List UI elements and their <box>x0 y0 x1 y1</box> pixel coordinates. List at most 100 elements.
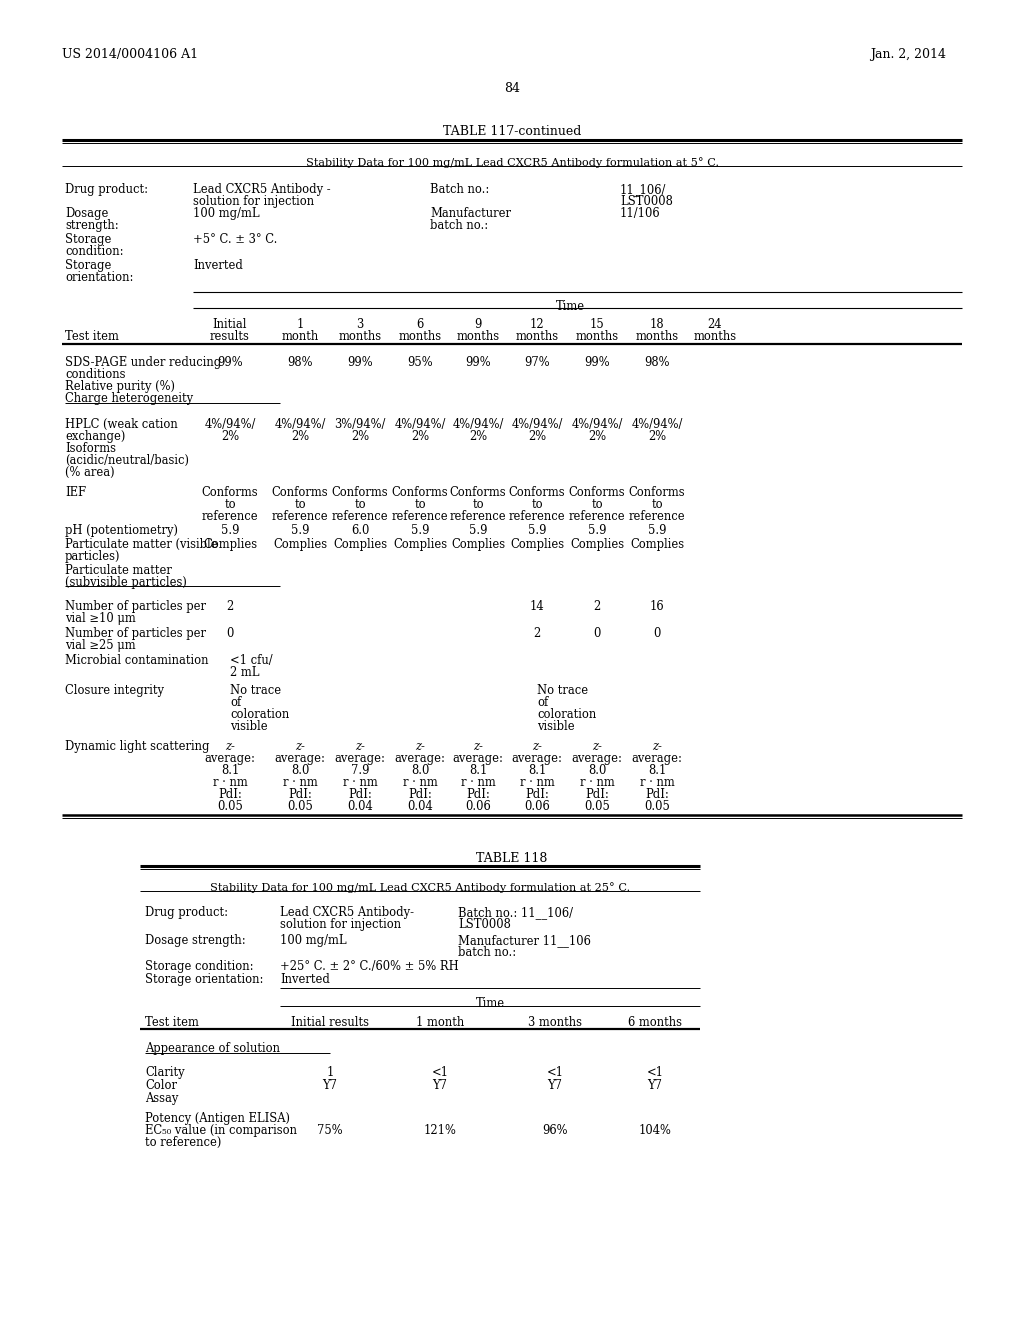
Text: average:: average: <box>632 752 682 766</box>
Text: Dosage strength:: Dosage strength: <box>145 935 246 946</box>
Text: Complies: Complies <box>393 539 447 550</box>
Text: 5.9: 5.9 <box>291 524 309 537</box>
Text: 0.05: 0.05 <box>217 800 243 813</box>
Text: strength:: strength: <box>65 219 119 232</box>
Text: r · nm: r · nm <box>283 776 317 789</box>
Text: 1 month: 1 month <box>416 1016 464 1030</box>
Text: Batch no.:: Batch no.: <box>430 183 489 195</box>
Text: to: to <box>354 498 366 511</box>
Text: Y7: Y7 <box>548 1078 562 1092</box>
Text: 9: 9 <box>474 318 481 331</box>
Text: reference: reference <box>509 510 565 523</box>
Text: r · nm: r · nm <box>213 776 248 789</box>
Text: 3%/94%/: 3%/94%/ <box>334 418 386 432</box>
Text: 18: 18 <box>649 318 665 331</box>
Text: 2: 2 <box>226 601 233 612</box>
Text: Complies: Complies <box>203 539 257 550</box>
Text: LST0008: LST0008 <box>458 917 511 931</box>
Text: 5.9: 5.9 <box>527 524 546 537</box>
Text: 2%: 2% <box>291 430 309 444</box>
Text: particles): particles) <box>65 550 121 564</box>
Text: Conforms: Conforms <box>629 486 685 499</box>
Text: coloration: coloration <box>230 708 289 721</box>
Text: PdI:: PdI: <box>409 788 432 801</box>
Text: Time: Time <box>475 997 505 1010</box>
Text: 0: 0 <box>593 627 601 640</box>
Text: 8.1: 8.1 <box>221 764 240 777</box>
Text: 8.0: 8.0 <box>291 764 309 777</box>
Text: 2%: 2% <box>588 430 606 444</box>
Text: reference: reference <box>271 510 329 523</box>
Text: Drug product:: Drug product: <box>145 906 228 919</box>
Text: (% area): (% area) <box>65 466 115 479</box>
Text: 75%: 75% <box>317 1125 343 1137</box>
Text: 2%: 2% <box>469 430 487 444</box>
Text: reference: reference <box>629 510 685 523</box>
Text: 8.0: 8.0 <box>588 764 606 777</box>
Text: 6.0: 6.0 <box>351 524 370 537</box>
Text: 5.9: 5.9 <box>411 524 429 537</box>
Text: average:: average: <box>274 752 326 766</box>
Text: Manufacturer: Manufacturer <box>430 207 511 220</box>
Text: Complies: Complies <box>510 539 564 550</box>
Text: average:: average: <box>335 752 385 766</box>
Text: 0.06: 0.06 <box>465 800 490 813</box>
Text: Y7: Y7 <box>432 1078 447 1092</box>
Text: 4%/94%/: 4%/94%/ <box>571 418 623 432</box>
Text: Complies: Complies <box>630 539 684 550</box>
Text: results: results <box>210 330 250 343</box>
Text: z-: z- <box>652 741 662 752</box>
Text: Complies: Complies <box>451 539 505 550</box>
Text: SDS-PAGE under reducing: SDS-PAGE under reducing <box>65 356 221 370</box>
Text: reference: reference <box>568 510 626 523</box>
Text: 2%: 2% <box>221 430 239 444</box>
Text: 11/106: 11/106 <box>620 207 660 220</box>
Text: Complies: Complies <box>570 539 624 550</box>
Text: 0.05: 0.05 <box>287 800 313 813</box>
Text: 24: 24 <box>708 318 722 331</box>
Text: Appearance of solution: Appearance of solution <box>145 1041 280 1055</box>
Text: Conforms: Conforms <box>392 486 449 499</box>
Text: 8.0: 8.0 <box>411 764 429 777</box>
Text: 99%: 99% <box>347 356 373 370</box>
Text: r · nm: r · nm <box>640 776 675 789</box>
Text: 5.9: 5.9 <box>221 524 240 537</box>
Text: 104%: 104% <box>639 1125 672 1137</box>
Text: (acidic/neutral/basic): (acidic/neutral/basic) <box>65 454 189 467</box>
Text: visible: visible <box>537 719 574 733</box>
Text: TABLE 117-continued: TABLE 117-continued <box>442 125 582 139</box>
Text: months: months <box>457 330 500 343</box>
Text: Dosage: Dosage <box>65 207 109 220</box>
Text: 16: 16 <box>649 601 665 612</box>
Text: Drug product:: Drug product: <box>65 183 148 195</box>
Text: Relative purity (%): Relative purity (%) <box>65 380 175 393</box>
Text: of: of <box>537 696 548 709</box>
Text: 2%: 2% <box>648 430 666 444</box>
Text: 0.04: 0.04 <box>347 800 373 813</box>
Text: IEF: IEF <box>65 486 86 499</box>
Text: conditions: conditions <box>65 368 126 381</box>
Text: 0: 0 <box>226 627 233 640</box>
Text: 1: 1 <box>296 318 304 331</box>
Text: 3 months: 3 months <box>528 1016 582 1030</box>
Text: Clarity: Clarity <box>145 1067 184 1078</box>
Text: PdI:: PdI: <box>585 788 609 801</box>
Text: 0.06: 0.06 <box>524 800 550 813</box>
Text: visible: visible <box>230 719 267 733</box>
Text: to: to <box>591 498 603 511</box>
Text: (subvisible particles): (subvisible particles) <box>65 576 186 589</box>
Text: coloration: coloration <box>537 708 596 721</box>
Text: PdI:: PdI: <box>525 788 549 801</box>
Text: average:: average: <box>512 752 562 766</box>
Text: Conforms: Conforms <box>202 486 258 499</box>
Text: r · nm: r · nm <box>402 776 437 789</box>
Text: batch no.:: batch no.: <box>458 946 516 960</box>
Text: Inverted: Inverted <box>193 259 243 272</box>
Text: <1 cfu/: <1 cfu/ <box>230 653 272 667</box>
Text: 4%/94%/: 4%/94%/ <box>511 418 562 432</box>
Text: z-: z- <box>225 741 234 752</box>
Text: Dynamic light scattering: Dynamic light scattering <box>65 741 210 752</box>
Text: to: to <box>414 498 426 511</box>
Text: Charge heterogeneity: Charge heterogeneity <box>65 392 194 405</box>
Text: r · nm: r · nm <box>343 776 378 789</box>
